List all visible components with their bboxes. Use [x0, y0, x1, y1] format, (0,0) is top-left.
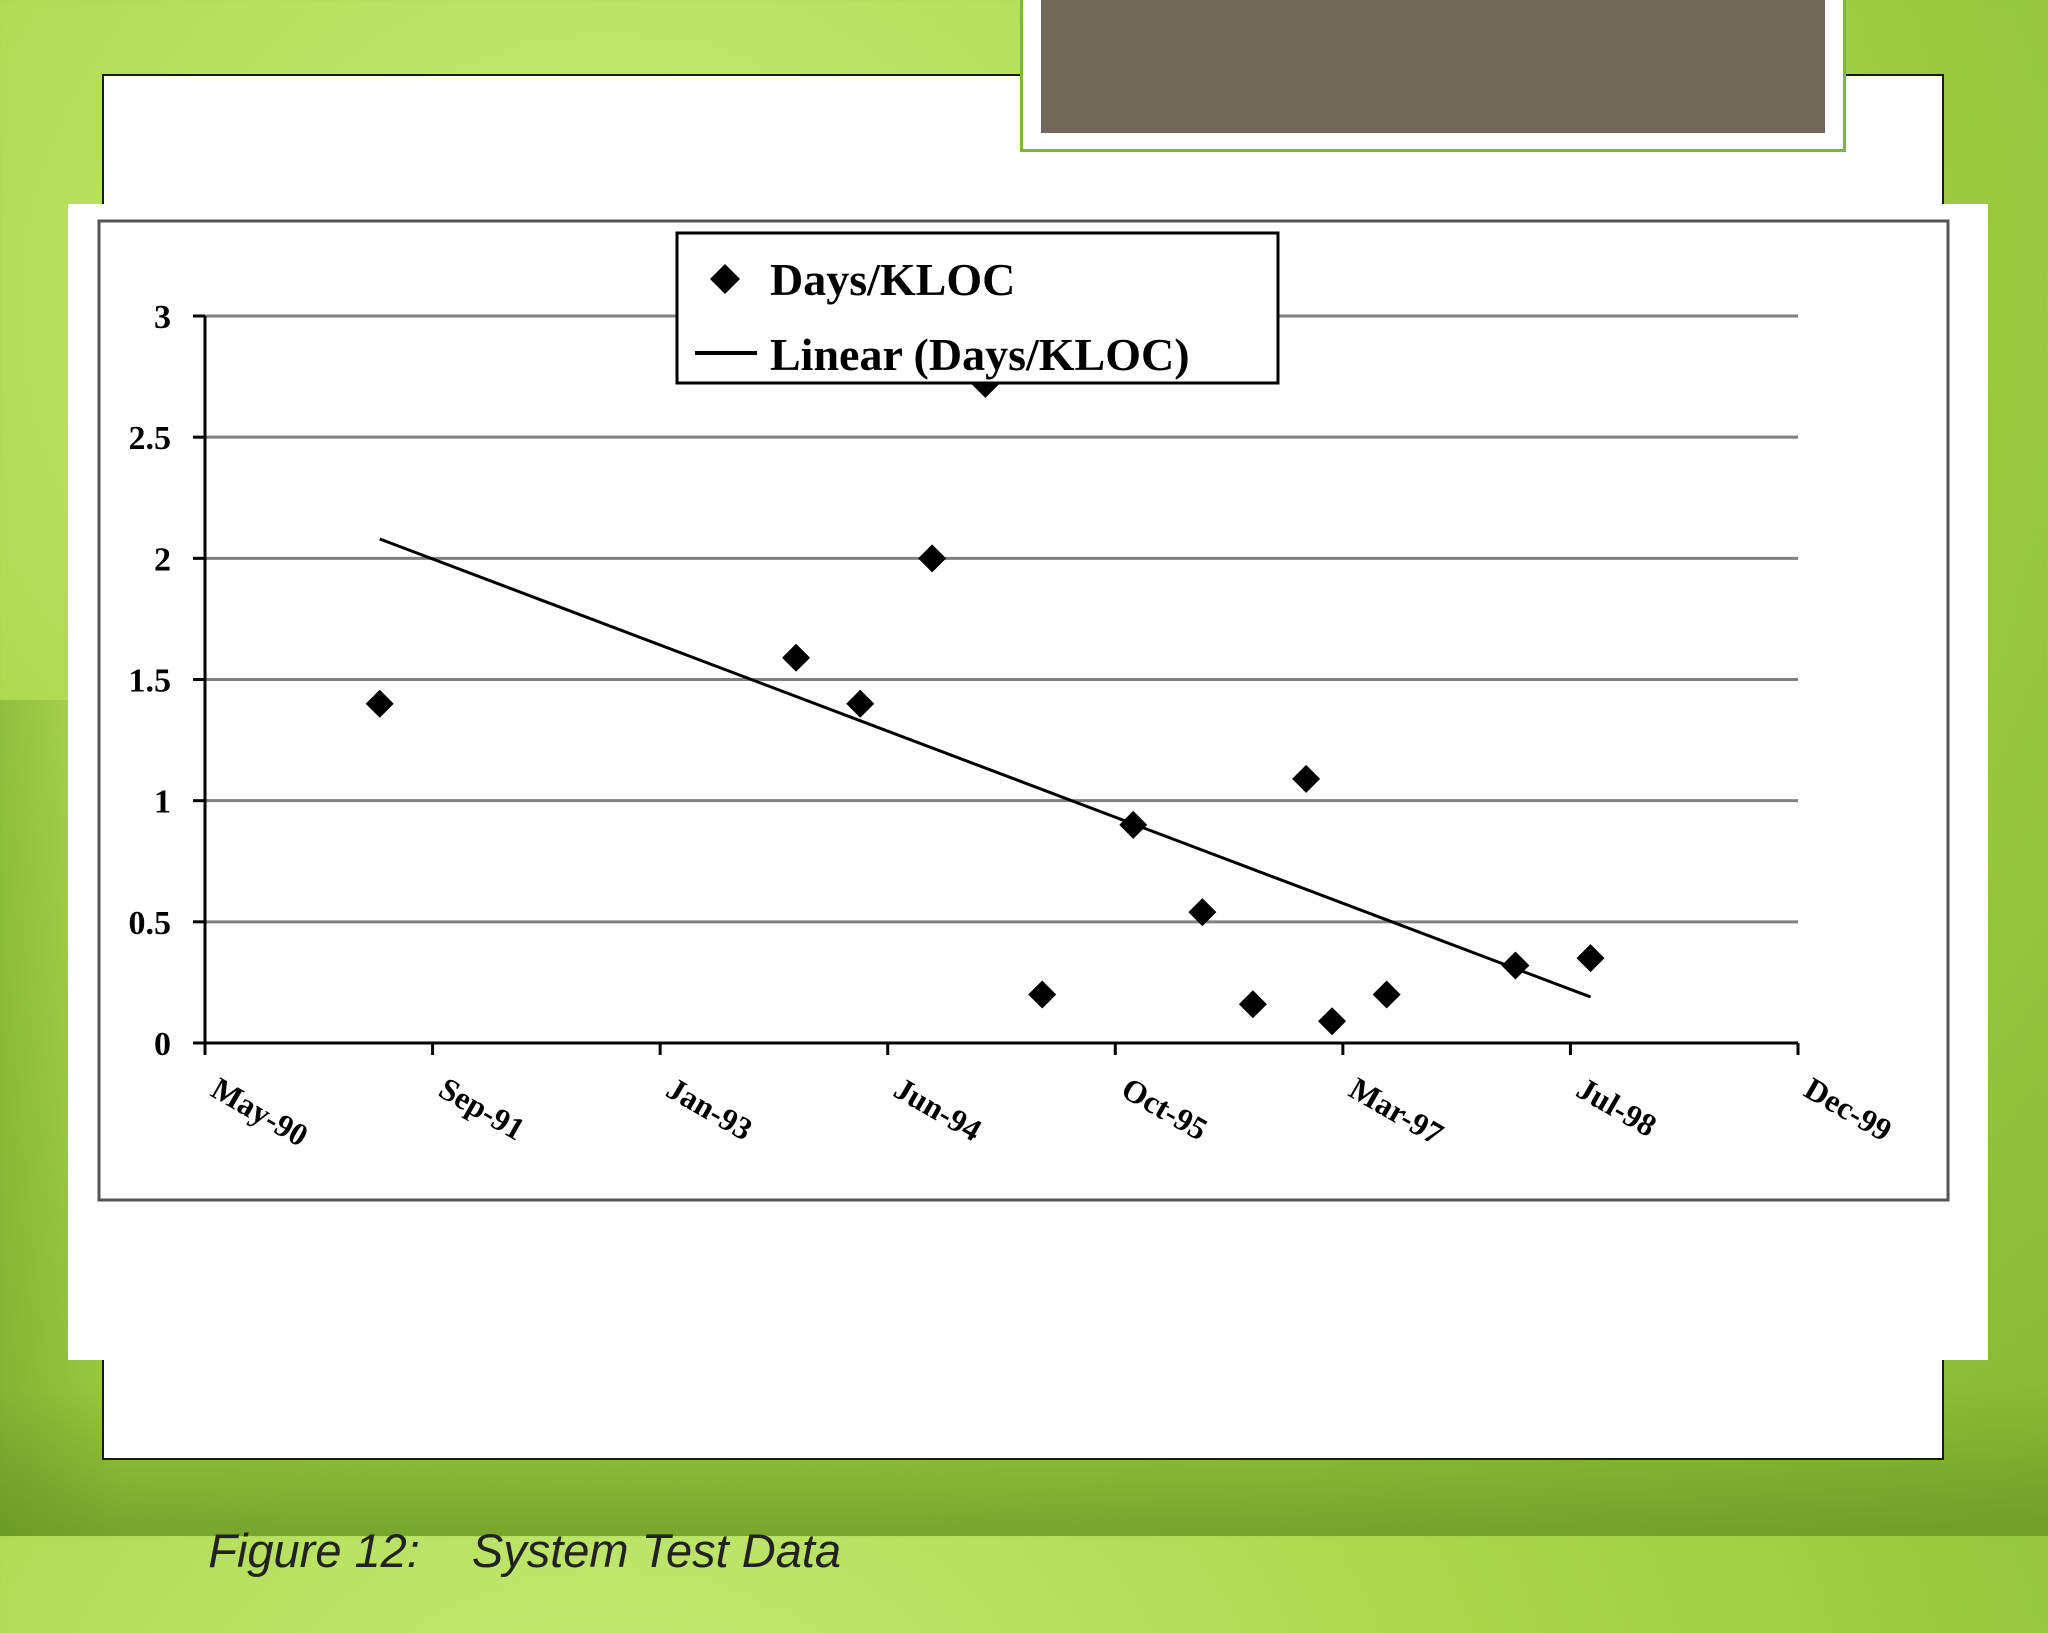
data-point	[1292, 764, 1321, 793]
data-point	[846, 689, 875, 718]
data-point	[1372, 980, 1401, 1009]
data-point	[1238, 990, 1267, 1019]
legend: Days/KLOC Linear (Days/KLOC)	[675, 231, 1280, 385]
y-tick-label: 2.5	[129, 420, 172, 457]
data-point	[365, 689, 394, 718]
figure-caption: Figure 12: System Test Data	[156, 1468, 841, 1577]
caption-text: System Test Data	[471, 1524, 842, 1577]
data-point	[1119, 810, 1148, 839]
title-placeholder	[1020, 0, 1846, 152]
legend-marker-diamond	[710, 264, 740, 294]
figure-panel: 0 0.5 1 1.5 2 2.5 3 May-90 Sep-91 Jan-93 Jun-94 Oct…	[68, 204, 1988, 1577]
data-point	[918, 544, 947, 573]
trendline-layer	[379, 537, 1592, 999]
y-tick-label: 1.5	[129, 663, 172, 700]
y-tick-label: 0	[154, 1026, 171, 1063]
axes	[193, 314, 1800, 1055]
data-point	[782, 643, 811, 672]
y-tick-label: 3	[154, 299, 171, 336]
data-point	[1576, 944, 1605, 973]
y-tick-label: 2	[154, 541, 171, 578]
data-point	[1501, 951, 1530, 980]
data-point	[1188, 898, 1217, 927]
legend-box	[675, 231, 1280, 385]
trendline	[379, 537, 1592, 999]
legend-label: Linear (Days/KLOC)	[770, 329, 1190, 380]
y-tick-label: 1	[154, 784, 171, 821]
legend-label: Days/KLOC	[770, 254, 1015, 305]
caption-label: Figure 12:	[208, 1524, 420, 1577]
data-point	[1318, 1007, 1347, 1036]
title-placeholder-fill	[1041, 0, 1825, 133]
y-tick-label: 0.5	[129, 905, 172, 942]
data-point	[1028, 980, 1057, 1009]
